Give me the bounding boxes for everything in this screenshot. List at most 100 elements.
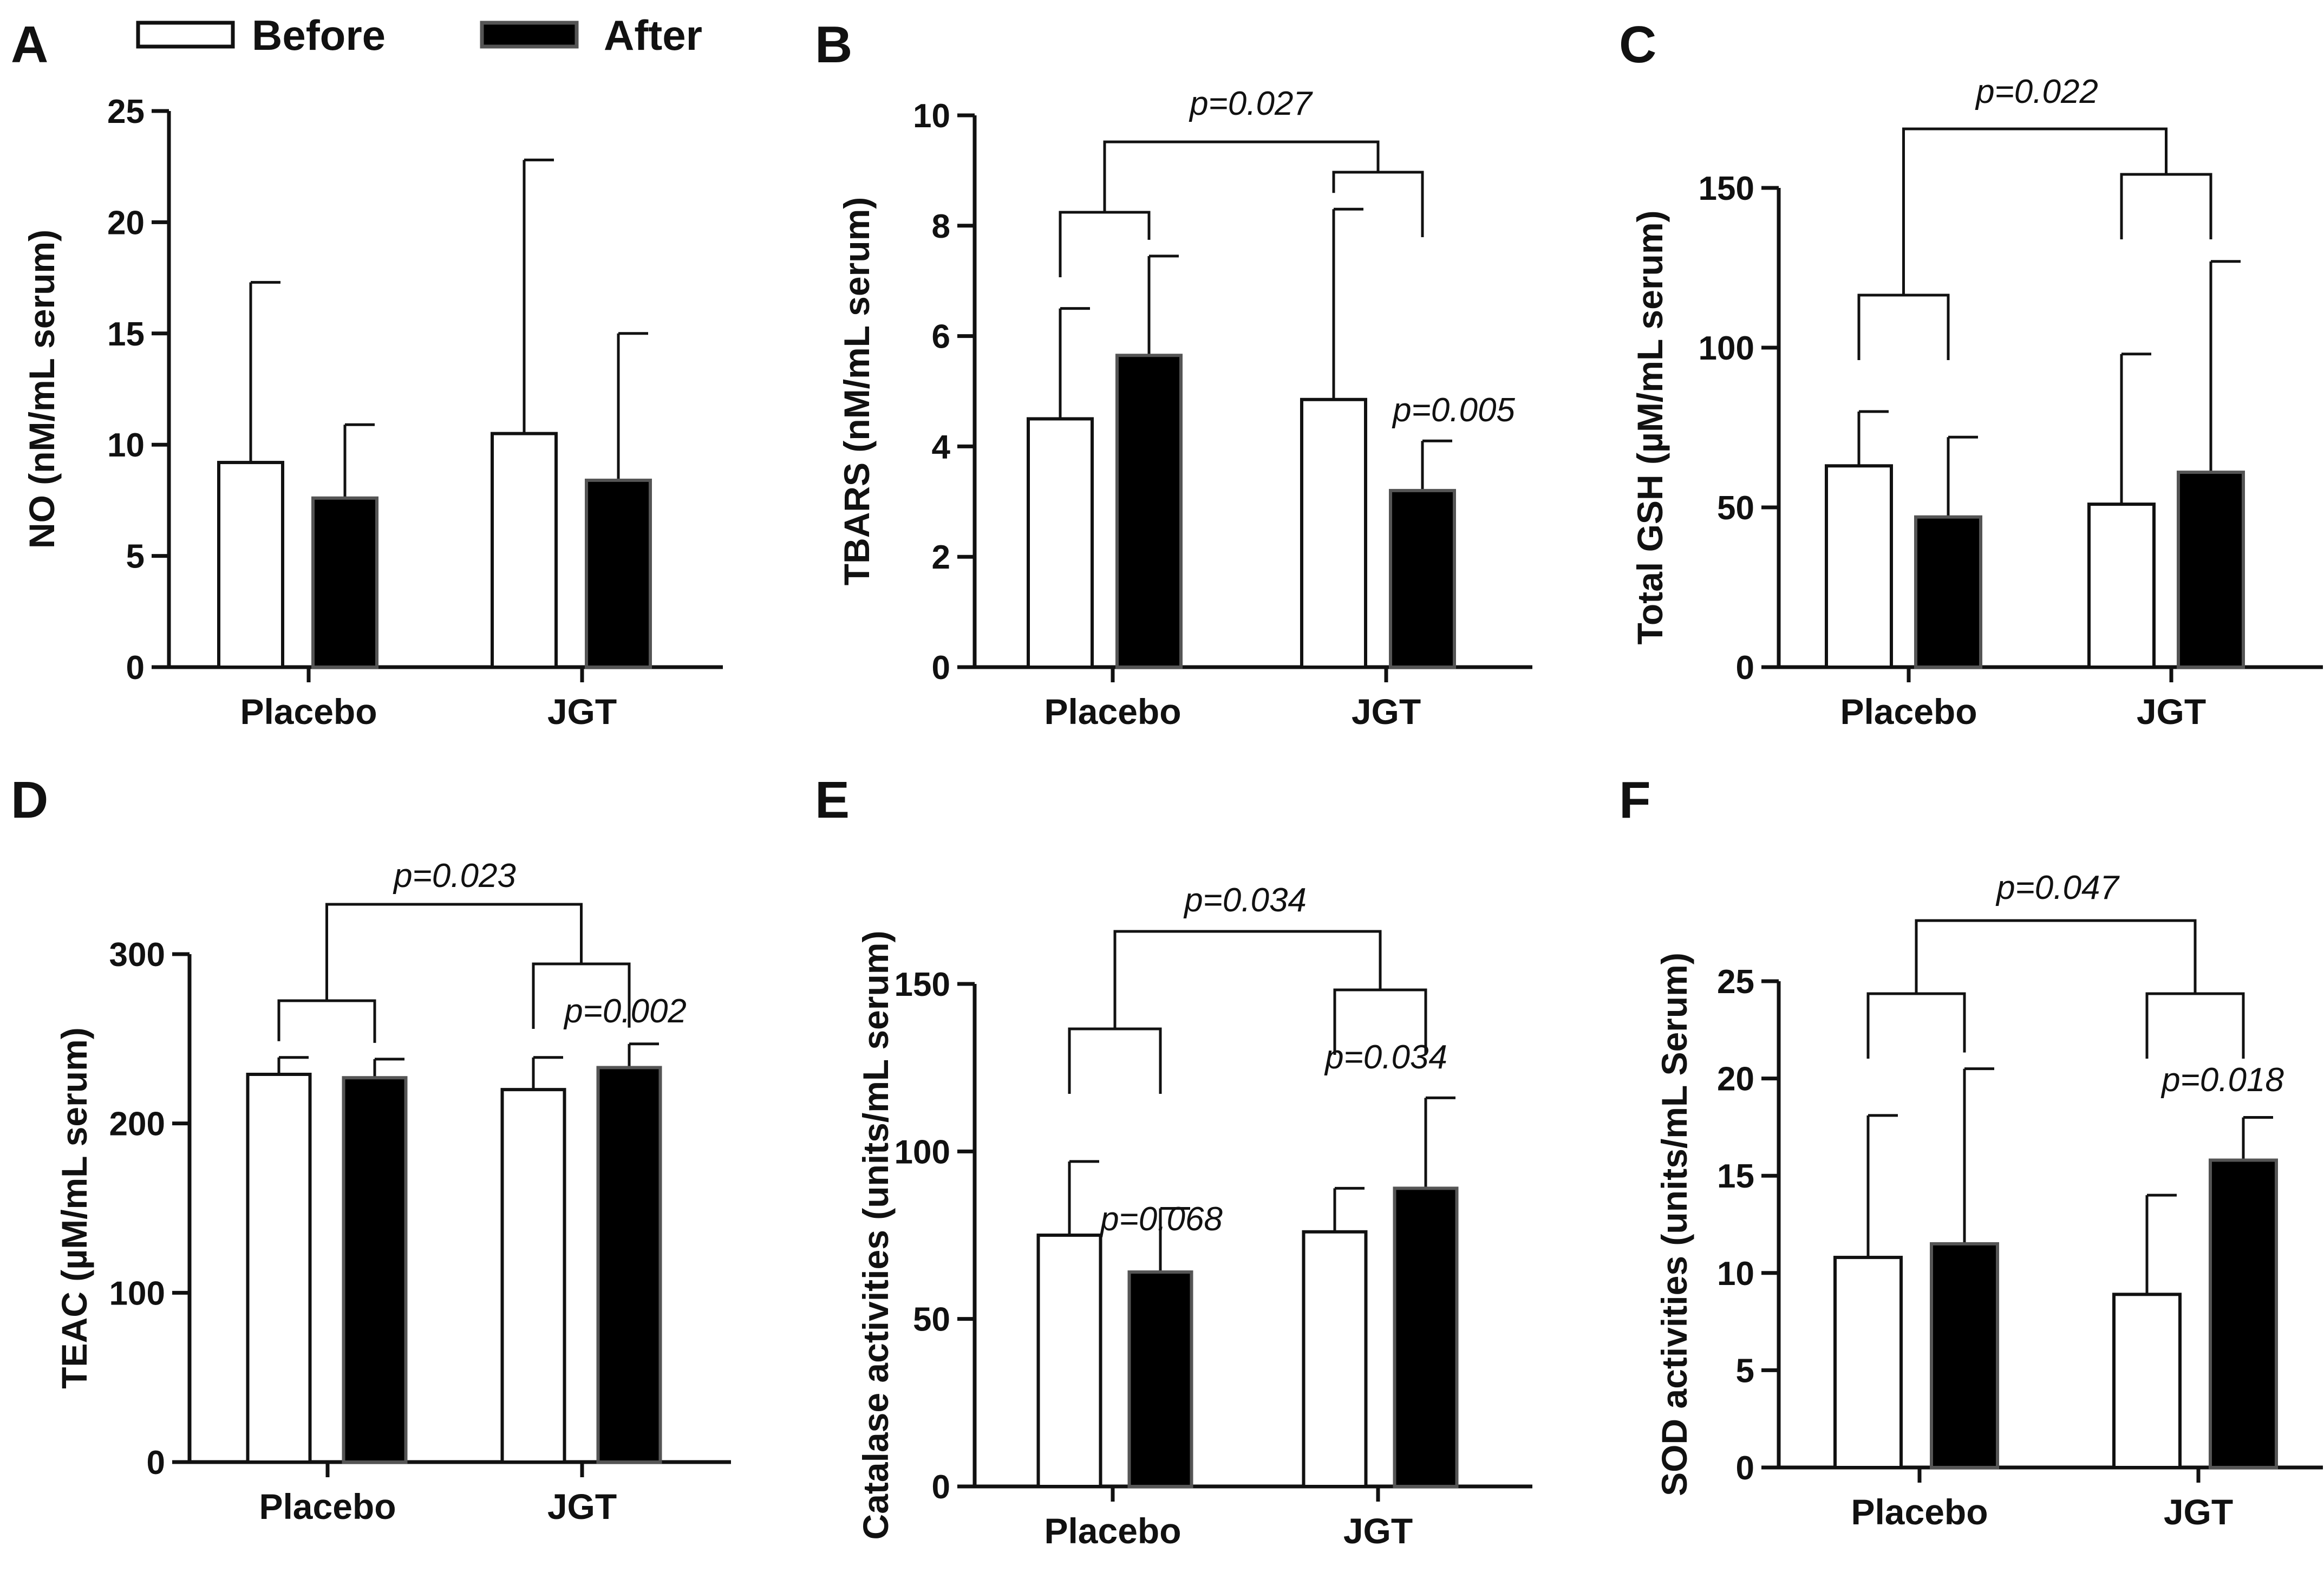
interaction-bracket <box>1103 140 1380 212</box>
panel-letter: A <box>11 16 48 74</box>
within-bracket <box>277 999 376 1043</box>
y-tick-label: 50 <box>913 1301 950 1339</box>
y-tick-label: 150 <box>1699 170 1754 207</box>
legend-after-label: After <box>604 11 702 59</box>
y-tick-label: 5 <box>1736 1352 1754 1390</box>
y-tick-label: 8 <box>932 208 950 245</box>
bar-before-placebo <box>1833 1256 1903 1469</box>
y-tick-label: 0 <box>932 1469 950 1506</box>
x-tick-label: Placebo <box>1044 1511 1181 1551</box>
y-tick-label: 0 <box>126 649 145 687</box>
legend-before-label: Before <box>252 11 386 59</box>
within-p-value: p=0.002 <box>563 993 687 1030</box>
within-bracket <box>1332 171 1424 237</box>
panel-letter: E <box>815 771 850 829</box>
y-tick-label: 10 <box>107 427 145 464</box>
within-p-value: p=0.018 <box>2160 1061 2284 1099</box>
y-tick-label: 15 <box>107 316 145 353</box>
x-tick-label: JGT <box>2164 1492 2233 1532</box>
y-tick-label: 0 <box>932 649 950 687</box>
bar-before-jgt <box>1302 1230 1368 1488</box>
bar-before-placebo <box>246 1072 312 1464</box>
y-axis-label: Catalase activities (units/mL serum) <box>856 931 896 1540</box>
legend-after-swatch <box>480 21 579 49</box>
panel-B: B 0 2 4 6 8 10 TBARS (nM/mL serum) Placebo JGT p=0… <box>815 16 1532 732</box>
x-tick-label: Placebo <box>1044 692 1181 732</box>
y-axis-label: NO (nM/mL serum) <box>22 230 62 549</box>
y-tick-label: 100 <box>1699 330 1754 367</box>
bar-before-jgt <box>491 432 558 669</box>
bar-before-placebo <box>1027 417 1094 669</box>
x-tick-label: JGT <box>1352 692 1421 732</box>
panel-letter: B <box>815 16 852 74</box>
y-tick-label: 2 <box>932 539 950 576</box>
bar-before-placebo <box>217 461 284 669</box>
bar-after-jgt <box>585 478 652 669</box>
panel-D: D 0 100 200 300 TEAC (µM/mL serum) Placebo JGT p… <box>11 771 731 1527</box>
within-bracket <box>1866 992 1966 1059</box>
y-axis-label: SOD activities (units/mL Serum) <box>1654 953 1694 1496</box>
y-tick-label: 200 <box>109 1106 165 1143</box>
within-bracket <box>2120 173 2212 239</box>
within-p-value: p=0.068 <box>1099 1201 1223 1238</box>
bar-after-jgt <box>2209 1158 2278 1470</box>
bar-after-jgt <box>2177 471 2245 669</box>
y-tick-label: 25 <box>1717 963 1754 1001</box>
y-tick-label: 100 <box>895 1133 950 1171</box>
interaction-bracket <box>1902 127 2168 295</box>
bar-before-placebo <box>1036 1234 1102 1488</box>
y-tick-label: 150 <box>895 966 950 1003</box>
interaction-p-value: p=0.027 <box>1189 85 1313 122</box>
interaction-p-value: p=0.034 <box>1183 882 1307 919</box>
bar-before-placebo <box>1825 464 1893 669</box>
within-bracket <box>2145 992 2245 1059</box>
y-axis-label: TEAC (µM/mL serum) <box>54 1027 94 1389</box>
y-tick-label: 0 <box>1736 1450 1754 1487</box>
panel-A: A 0 5 10 15 20 25 NO (nM/mL serum) Placebo JGT <box>11 16 723 732</box>
y-tick-label: 20 <box>1717 1061 1754 1098</box>
bar-after-placebo <box>1930 1242 1999 1469</box>
x-tick-label: Placebo <box>1840 692 1977 732</box>
y-tick-label: 4 <box>932 428 951 466</box>
y-tick-label: 10 <box>1717 1255 1754 1293</box>
bar-before-jgt <box>500 1088 566 1464</box>
panel-C: C 0 50 100 150 Total GSH (µM/mL serum) Placebo… <box>1619 16 2323 732</box>
interaction-p-value: p=0.047 <box>1995 869 2120 906</box>
bar-after-placebo <box>311 496 378 669</box>
y-tick-label: 15 <box>1717 1158 1754 1195</box>
x-tick-label: Placebo <box>259 1486 396 1527</box>
bar-before-jgt <box>1300 397 1367 669</box>
bar-before-jgt <box>2112 1293 2182 1469</box>
interaction-p-value: p=0.023 <box>393 857 516 895</box>
panel-letter: D <box>11 771 48 829</box>
bar-before-jgt <box>2087 503 2156 669</box>
legend-before-swatch <box>136 21 235 49</box>
y-tick-label: 10 <box>913 97 950 135</box>
y-tick-label: 20 <box>107 204 145 242</box>
bar-after-jgt <box>1389 488 1456 669</box>
y-axis-label: Total GSH (µM/mL serum) <box>1630 211 1670 645</box>
within-p-value: p=0.005 <box>1392 392 1515 429</box>
panel-F: F 0 5 10 15 20 25 SOD activities (units/mL Seru… <box>1619 771 2323 1532</box>
panel-letter: C <box>1619 16 1656 74</box>
x-tick-label: Placebo <box>240 692 377 732</box>
x-tick-label: Placebo <box>1851 1492 1988 1532</box>
bar-after-jgt <box>1393 1186 1459 1489</box>
interaction-bracket <box>325 903 583 1001</box>
bar-after-placebo <box>1115 354 1183 669</box>
y-axis-label: TBARS (nM/mL serum) <box>837 197 877 586</box>
bar-after-jgt <box>596 1066 662 1464</box>
within-bracket <box>1857 293 1950 360</box>
y-tick-label: 0 <box>147 1444 165 1482</box>
bar-after-placebo <box>1127 1270 1193 1488</box>
legend: Before After <box>136 11 702 59</box>
within-bracket <box>1068 1027 1162 1094</box>
within-bracket <box>1059 211 1151 277</box>
y-tick-label: 25 <box>107 93 145 131</box>
y-tick-label: 300 <box>109 936 165 974</box>
interaction-bracket <box>1113 930 1382 1029</box>
y-tick-label: 5 <box>126 538 145 576</box>
within-p-value: p=0.034 <box>1324 1039 1447 1076</box>
